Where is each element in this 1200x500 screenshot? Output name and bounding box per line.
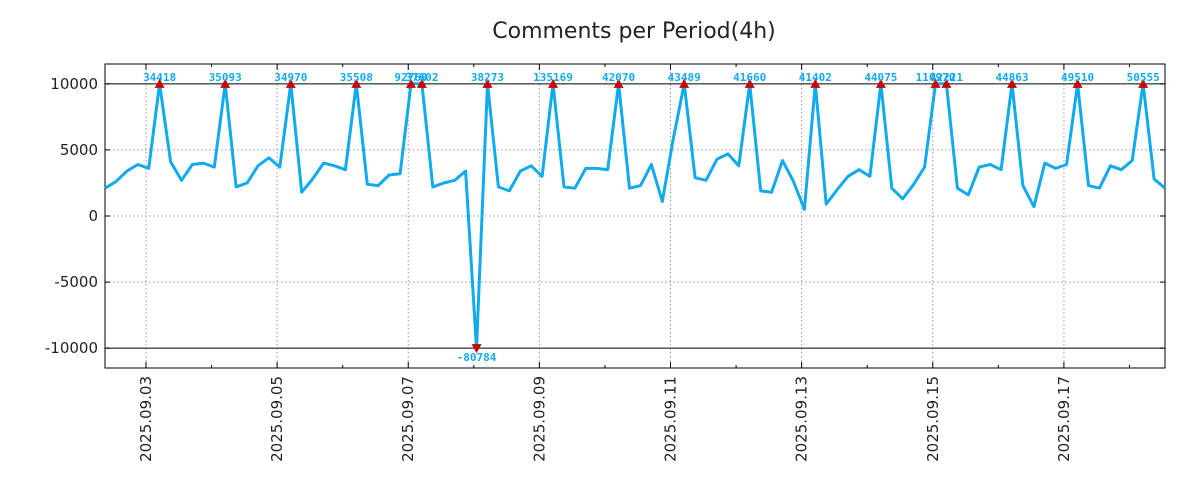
peak-marker bbox=[810, 78, 821, 88]
x-tick-label: 2025.09.13 bbox=[793, 376, 811, 462]
peak-marker bbox=[285, 78, 296, 88]
x-tick-label: 2025.09.11 bbox=[662, 376, 680, 462]
data-label: 34970 bbox=[274, 71, 307, 84]
y-tick-label: 5000 bbox=[60, 141, 98, 159]
x-tick-label: 2025.09.15 bbox=[924, 376, 942, 462]
peak-marker bbox=[1138, 78, 1149, 88]
y-axis-labels: 10000 5000 0 -5000 -10000 bbox=[45, 75, 98, 357]
x-tick-label: 2025.09.17 bbox=[1055, 376, 1073, 462]
peak-marker bbox=[416, 78, 427, 88]
peak-marker bbox=[744, 78, 755, 88]
x-tick-label: 2025.09.03 bbox=[137, 376, 155, 462]
peak-marker bbox=[613, 78, 624, 88]
x-tick-label: 2025.09.09 bbox=[530, 376, 548, 462]
chart-title: Comments per Period(4h) bbox=[492, 19, 776, 44]
data-label: 42221 bbox=[930, 71, 963, 84]
data-label: 41660 bbox=[733, 71, 766, 84]
data-label: 41402 bbox=[799, 71, 832, 84]
peak-marker bbox=[1007, 78, 1018, 88]
trough-marker bbox=[471, 344, 482, 354]
peak-markers bbox=[154, 78, 1149, 354]
x-tick-label: 2025.09.07 bbox=[399, 376, 417, 462]
data-label: 49510 bbox=[1061, 71, 1094, 84]
y-tick-label: 0 bbox=[88, 207, 98, 225]
peak-marker bbox=[154, 78, 165, 88]
peak-marker bbox=[482, 78, 493, 88]
x-tick-label: 2025.09.05 bbox=[268, 376, 286, 462]
data-label: 135169 bbox=[533, 71, 573, 84]
peak-marker bbox=[1072, 78, 1083, 88]
y-tick-label: -10000 bbox=[45, 339, 98, 357]
series-line-comments bbox=[104, 82, 1166, 350]
peak-marker bbox=[548, 78, 559, 88]
peak-marker bbox=[875, 78, 886, 88]
y-tick-label: 10000 bbox=[50, 75, 98, 93]
data-label: 35508 bbox=[340, 71, 373, 84]
data-label: -80784 bbox=[457, 351, 497, 364]
data-label: 38273 bbox=[471, 71, 504, 84]
grid bbox=[105, 64, 1165, 368]
data-label: 44075 bbox=[864, 71, 897, 84]
peak-marker bbox=[930, 78, 941, 88]
data-label: 44863 bbox=[995, 71, 1028, 84]
peak-marker bbox=[679, 78, 690, 88]
data-label: 34418 bbox=[143, 71, 176, 84]
data-label: 35093 bbox=[209, 71, 242, 84]
data-label: 50555 bbox=[1127, 71, 1160, 84]
peak-marker bbox=[351, 78, 362, 88]
data-label: 110970 bbox=[916, 71, 956, 84]
y-tick-label: -5000 bbox=[54, 273, 98, 291]
data-label: 43489 bbox=[668, 71, 701, 84]
data-label: 92760 bbox=[394, 71, 427, 84]
peak-marker bbox=[220, 78, 231, 88]
series-line bbox=[104, 82, 1166, 350]
x-axis-labels: 2025.09.03 2025.09.05 2025.09.07 2025.09.09… bbox=[137, 376, 1073, 462]
peak-marker bbox=[941, 78, 952, 88]
peak-marker bbox=[405, 78, 416, 88]
axis-ticks bbox=[105, 64, 1165, 368]
data-label: 42070 bbox=[602, 71, 635, 84]
reference-lines bbox=[105, 83, 1165, 349]
data-label: 37602 bbox=[405, 71, 438, 84]
